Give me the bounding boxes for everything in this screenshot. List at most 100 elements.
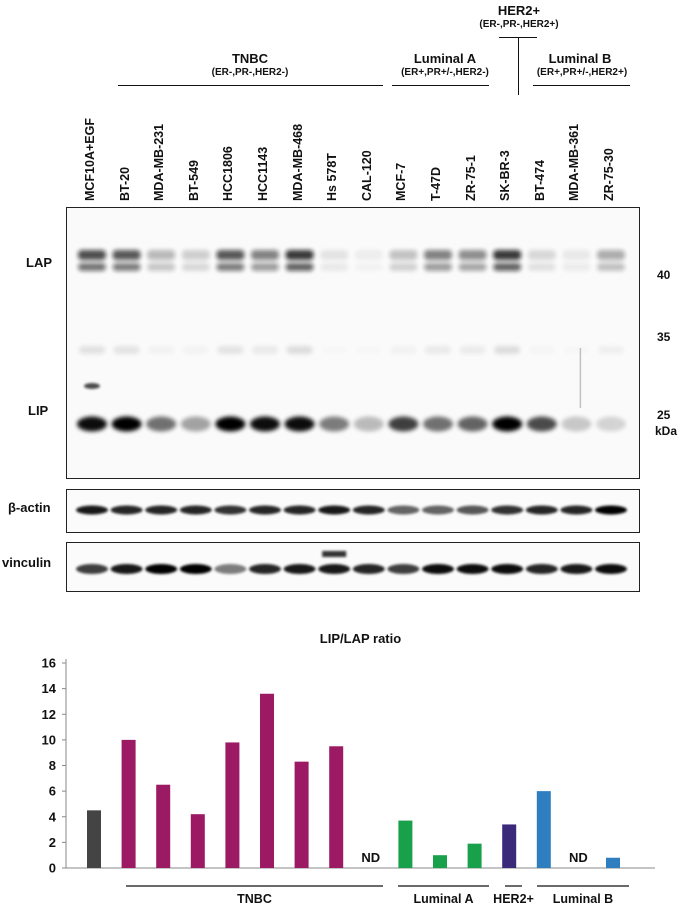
group-label: HER2+ [493, 892, 534, 906]
y-tick-label: 2 [49, 835, 56, 850]
y-tick-label: 16 [42, 656, 56, 671]
blot-lane-12 [492, 250, 523, 432]
luminal-b-group-subtitle: (ER+,PR+/-,HER2+) [536, 67, 628, 78]
marker-unit: kDa [655, 424, 678, 438]
bar-zr-75-1 [467, 843, 482, 868]
blot-lane-7 [319, 250, 350, 432]
bar-hs-578t [329, 746, 344, 868]
actin-band-0 [76, 505, 108, 515]
actin-band-14 [560, 505, 593, 515]
marker-40: 40 [657, 268, 671, 282]
lane-label-mcf-7: MCF-7 [394, 162, 409, 201]
bar-zr-75-30 [606, 857, 620, 868]
lane-label-bt-474: BT-474 [532, 160, 547, 201]
her2-group-stem [518, 37, 519, 95]
marker-35: 35 [657, 330, 671, 344]
lane-label-mda-mb-468: MDA-MB-468 [290, 123, 305, 201]
y-tick-label: 6 [49, 784, 56, 799]
lane-label-t-47d: T-47D [429, 166, 443, 201]
vinculin-band-0 [76, 564, 108, 574]
vinculin-band-13 [525, 564, 558, 574]
lane-label-bt-549: BT-549 [186, 160, 201, 201]
vinculin-band-5 [249, 564, 281, 574]
tnbc-group-line [118, 85, 383, 86]
actin-band-6 [283, 505, 316, 515]
blot-lane-6 [284, 250, 315, 432]
blot-lane-2 [146, 250, 177, 432]
blot-lane-10 [423, 250, 453, 432]
blot-lane-9 [388, 250, 419, 432]
actin-band-1 [110, 505, 143, 515]
tnbc-group-title: TNBC [231, 51, 269, 66]
vinculin-band-14 [560, 564, 593, 574]
her2-group-title: HER2+ [497, 3, 541, 18]
luminal-a-group-subtitle: (ER+,PR+/-,HER2-) [401, 67, 489, 78]
actin-band-13 [525, 505, 558, 515]
marker-25: 25 [657, 408, 671, 422]
actin-band-7 [318, 505, 351, 515]
bar-bt-474 [536, 791, 551, 868]
vinculin-band-2 [145, 564, 178, 574]
luminal-b-group-line [533, 85, 630, 86]
blot-actin-image [76, 505, 627, 515]
luminal-a-group-line [392, 85, 489, 86]
actin-band-11 [456, 505, 489, 515]
bar-mcf10a-egf [87, 810, 101, 868]
lane-label-bt-20: BT-20 [117, 166, 132, 201]
y-tick-label: 14 [42, 681, 57, 696]
blot-lane-15 [596, 250, 626, 432]
lane-label-mda-mb-361: MDA-MB-361 [567, 123, 582, 201]
bar-mda-mb-231 [156, 784, 171, 868]
y-tick-label: 12 [42, 707, 56, 722]
lane-label-zr-75-30: ZR-75-30 [602, 148, 616, 201]
lip-lap-ratio-chart: LIP/LAP ratio 0 2 4 6 8 10 12 14 16 ND ND TNBC Lumina… [42, 631, 655, 906]
chart-title: LIP/LAP ratio [320, 631, 401, 646]
y-tick-label: 8 [49, 758, 56, 773]
vinculin-band-8 [352, 564, 385, 574]
blot-lane-4 [215, 250, 246, 432]
vinculin-band-1 [110, 564, 143, 574]
lane-label-hcc1143: HCC1143 [256, 146, 270, 201]
lap-label: LAP [26, 255, 52, 270]
bar-hcc1143 [260, 693, 274, 868]
luminal-a-group-title: Luminal A [413, 51, 477, 66]
western-blot-actin [66, 489, 640, 533]
vinculin-band-7 [318, 564, 351, 574]
group-label: Luminal B [553, 892, 613, 906]
her2-group-subtitle: (ER-,PR-,HER2+) [479, 19, 559, 30]
y-tick-label: 4 [49, 809, 57, 824]
lane-label-cal-120: CAL-120 [359, 150, 374, 201]
vinculin-band-9 [387, 564, 420, 574]
group-label: Luminal A [414, 892, 474, 906]
vinculin-band-6 [283, 564, 316, 574]
lane-label-hs-578t: Hs 578T [325, 153, 340, 201]
lane-label-sk-br-3: SK-BR-3 [498, 150, 513, 201]
vinculin-band-10 [422, 564, 454, 574]
actin-band-5 [249, 505, 281, 515]
actin-band-8 [352, 505, 385, 515]
vinculin-band-4 [214, 564, 247, 574]
group-label: TNBC [237, 892, 272, 906]
blot-lane-14 [561, 250, 592, 432]
actin-band-10 [422, 505, 454, 515]
bar-t-47d [433, 855, 447, 868]
lane-label-mda-mb-231: MDA-MB-231 [152, 123, 167, 201]
vinculin-band-12 [491, 564, 524, 574]
luminal-b-group-title: Luminal B [548, 51, 612, 66]
actin-label: β-actin [8, 500, 51, 515]
actin-band-3 [179, 505, 212, 515]
vinculin-band-11 [456, 564, 489, 574]
western-blot-vinculin [66, 542, 640, 592]
western-blot-main [66, 207, 640, 479]
actin-band-4 [214, 505, 247, 515]
actin-band-12 [491, 505, 524, 515]
actin-band-15 [595, 505, 627, 515]
blot-lane-5 [250, 250, 280, 432]
blot-lane-0 [77, 250, 107, 432]
nd-label: ND [569, 850, 588, 865]
blot-lane-11 [457, 250, 488, 432]
blot-lane-1 [111, 250, 142, 432]
bar-sk-br-3 [502, 824, 517, 868]
nd-label: ND [361, 850, 380, 865]
lip-label: LIP [28, 403, 49, 418]
